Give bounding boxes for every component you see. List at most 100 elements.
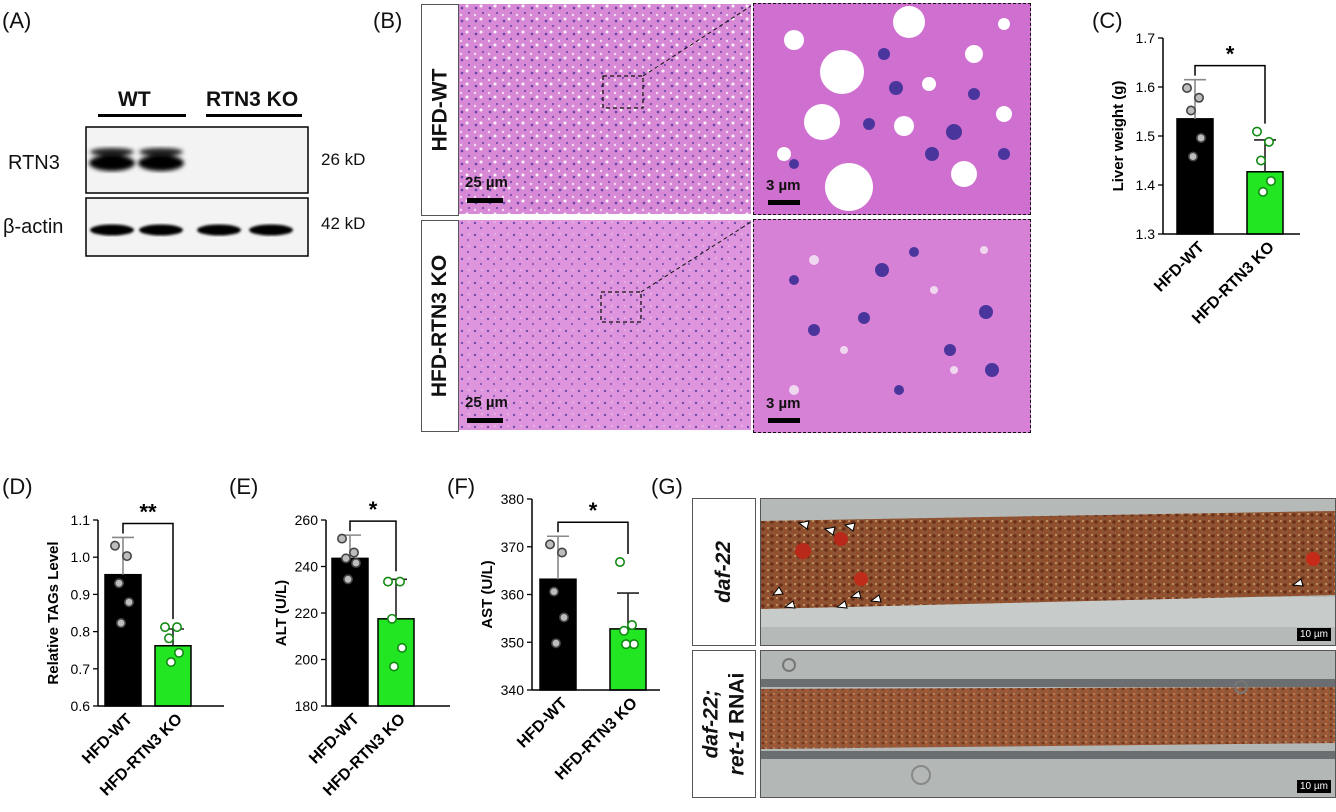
blot-protein-label: RTN3 xyxy=(8,152,60,174)
y-tick-label: 360 xyxy=(501,587,525,603)
y-axis-label: Liver weight (g) xyxy=(1110,81,1127,192)
row-label-hfd-wt: HFD-WT xyxy=(421,4,459,216)
group-label-wt: WT xyxy=(118,88,151,111)
nuclei xyxy=(789,247,999,395)
data-point xyxy=(1252,126,1263,137)
panel-f-label: (F) xyxy=(447,474,476,499)
significance-label: * xyxy=(369,497,378,522)
data-point xyxy=(551,638,562,649)
panel-e-label: (E) xyxy=(229,474,259,499)
significance-label: * xyxy=(1226,42,1235,67)
data-point xyxy=(124,597,135,608)
scale-bar xyxy=(467,418,503,423)
he-image-ko-zoom: 3 µm xyxy=(753,219,1031,433)
data-point xyxy=(383,576,394,587)
y-tick-label: 340 xyxy=(501,682,525,698)
panel-d-label: (D) xyxy=(2,474,33,499)
data-point xyxy=(387,613,398,624)
data-point xyxy=(397,642,408,653)
blot-size-label: 42 kD xyxy=(321,214,366,233)
y-tick-label: 1.5 xyxy=(1136,128,1156,144)
he-image-wt-low: 25 µm xyxy=(459,4,751,214)
row-label-hfd-ko: HFD-RTN3 KO xyxy=(421,220,459,432)
y-axis-label: Relative TAGs Level xyxy=(45,541,62,684)
data-point xyxy=(559,612,570,623)
scale-label: 25 µm xyxy=(465,174,508,191)
data-point xyxy=(122,551,133,562)
scale-bar xyxy=(467,198,503,203)
row-label-daf22: daf-22 xyxy=(692,498,756,646)
scale-label: 10 µm xyxy=(1297,628,1331,641)
data-point xyxy=(627,620,638,631)
data-point xyxy=(160,622,171,633)
y-tick-label: 1.4 xyxy=(1136,177,1156,193)
data-point xyxy=(1266,176,1277,187)
data-point xyxy=(164,633,175,644)
data-point xyxy=(545,539,556,550)
data-point xyxy=(343,574,354,585)
bar xyxy=(1246,171,1284,235)
y-tick-label: 370 xyxy=(501,539,525,555)
significance-label: * xyxy=(589,498,598,523)
scale-label: 3 µm xyxy=(766,395,801,412)
y-axis-label: AST (U/L) xyxy=(479,560,496,628)
data-point xyxy=(1182,82,1193,93)
bar xyxy=(1176,118,1214,235)
y-tick-label: 350 xyxy=(501,634,525,650)
data-point xyxy=(351,558,362,569)
data-point xyxy=(1188,151,1199,162)
zoom-box xyxy=(602,75,644,109)
x-category-label: HFD-WT xyxy=(1151,239,1208,296)
y-tick-label: 1.7 xyxy=(1136,30,1156,46)
nuclei xyxy=(789,48,1010,169)
data-point xyxy=(1194,92,1205,103)
data-point xyxy=(1258,186,1269,197)
data-point xyxy=(621,639,632,650)
blot-protein-label: β-actin xyxy=(3,216,64,238)
data-point xyxy=(1186,105,1197,116)
data-point xyxy=(116,618,127,629)
panel-c-label: (C) xyxy=(1092,8,1123,33)
y-tick-label: 0.7 xyxy=(71,661,91,677)
x-category-label: HFD-RTN3 KO xyxy=(320,711,409,800)
lipid-droplets xyxy=(777,6,1012,211)
scale-label: 10 µm xyxy=(1297,780,1331,793)
data-point xyxy=(172,622,183,633)
significance-bracket xyxy=(349,520,397,572)
worm-image-daf22: 10 µm xyxy=(760,498,1336,646)
group-label-ko: RTN3 KO xyxy=(206,88,299,111)
data-point xyxy=(114,578,125,589)
western-blot xyxy=(85,126,309,257)
data-point xyxy=(349,547,360,558)
group-underline-wt xyxy=(98,114,186,117)
arrowhead-markers xyxy=(771,520,1304,609)
data-point xyxy=(549,586,560,597)
panel-b-label: (B) xyxy=(373,8,403,33)
scale-bar xyxy=(768,200,800,205)
y-tick-label: 1.0 xyxy=(71,549,91,565)
data-point xyxy=(395,576,406,587)
data-point xyxy=(341,553,352,564)
y-tick-label: 1.3 xyxy=(1136,226,1156,242)
bar xyxy=(154,644,192,707)
scale-label: 25 µm xyxy=(465,394,508,411)
y-tick-label: 220 xyxy=(295,605,319,621)
y-tick-label: 0.6 xyxy=(71,698,91,714)
scale-label: 3 µm xyxy=(766,177,801,194)
data-point xyxy=(389,661,400,672)
y-tick-label: 1.6 xyxy=(1136,79,1156,95)
y-tick-label: 200 xyxy=(295,652,319,668)
data-point xyxy=(615,557,626,568)
data-point xyxy=(1196,132,1207,143)
he-image-ko-low: 25 µm xyxy=(459,220,751,430)
blot-size-label: 26 kD xyxy=(321,150,366,169)
data-point xyxy=(110,540,121,551)
panel-g-label: (G) xyxy=(651,474,683,499)
data-point xyxy=(166,657,177,668)
data-point xyxy=(629,639,640,650)
data-point xyxy=(557,547,568,558)
panel-a-label: (A) xyxy=(2,8,32,33)
